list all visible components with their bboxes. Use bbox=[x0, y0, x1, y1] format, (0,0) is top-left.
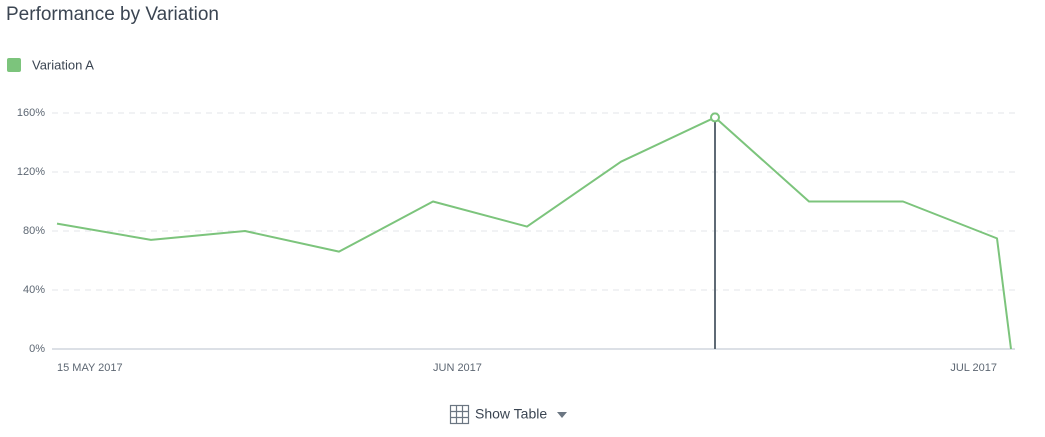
chart-title: Performance by Variation bbox=[6, 4, 219, 25]
y-tick-label: 160% bbox=[17, 107, 45, 119]
y-tick-label: 120% bbox=[17, 166, 45, 178]
x-tick-label: 15 MAY 2017 bbox=[57, 362, 123, 374]
dropdown-caret bbox=[557, 412, 567, 418]
show-table-label: Show Table bbox=[475, 406, 547, 422]
legend-label: Variation A bbox=[32, 57, 94, 72]
x-tick-label: JUN 2017 bbox=[433, 362, 482, 374]
y-tick-label: 40% bbox=[23, 284, 45, 296]
table-icon bbox=[449, 404, 470, 425]
data-line bbox=[56, 116, 1012, 350]
legend-swatch bbox=[7, 58, 21, 72]
y-tick-label: 0% bbox=[29, 343, 45, 355]
hover-point bbox=[710, 112, 720, 123]
y-tick-label: 80% bbox=[23, 225, 45, 237]
x-tick-label: JUL 2017 bbox=[950, 362, 997, 374]
show-table-button[interactable]: Show Table bbox=[449, 404, 568, 425]
